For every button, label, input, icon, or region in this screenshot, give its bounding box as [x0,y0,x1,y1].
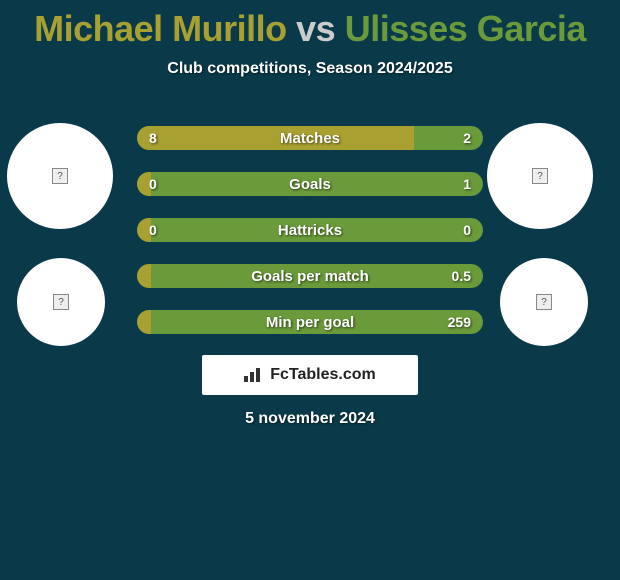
stat-bar: Goals per match0.5 [137,264,483,288]
image-placeholder-icon: ? [53,294,69,310]
image-placeholder-icon: ? [52,168,68,184]
stat-label: Matches [137,126,483,150]
watermark-text: FcTables.com [270,366,376,384]
image-placeholder-icon: ? [532,168,548,184]
stat-bar: 0Goals1 [137,172,483,196]
stat-label: Goals [137,172,483,196]
image-placeholder-icon: ? [536,294,552,310]
stat-bar: 8Matches2 [137,126,483,150]
stat-label: Hattricks [137,218,483,242]
date-text: 5 november 2024 [0,410,620,428]
stat-bar: 0Hattricks0 [137,218,483,242]
player1-photo-circle: ? [7,123,113,229]
comparison-title: Michael Murillo vs Ulisses Garcia [0,0,620,50]
stat-bars: 8Matches20Goals10Hattricks0Goals per mat… [137,126,483,356]
stat-value-right: 0 [463,218,471,242]
player1-club-circle: ? [17,258,105,346]
stat-label: Min per goal [137,310,483,334]
watermark: FcTables.com [202,355,418,395]
stat-label: Goals per match [137,264,483,288]
stat-value-right: 1 [463,172,471,196]
stat-value-right: 259 [448,310,471,334]
player2-photo-circle: ? [487,123,593,229]
stat-value-right: 2 [463,126,471,150]
stat-bar: Min per goal259 [137,310,483,334]
vs-text: vs [296,8,335,49]
subtitle: Club competitions, Season 2024/2025 [0,60,620,78]
chart-icon [244,368,264,382]
player1-name: Michael Murillo [34,8,287,49]
player2-name: Ulisses Garcia [345,8,586,49]
stat-value-right: 0.5 [452,264,471,288]
player2-club-circle: ? [500,258,588,346]
